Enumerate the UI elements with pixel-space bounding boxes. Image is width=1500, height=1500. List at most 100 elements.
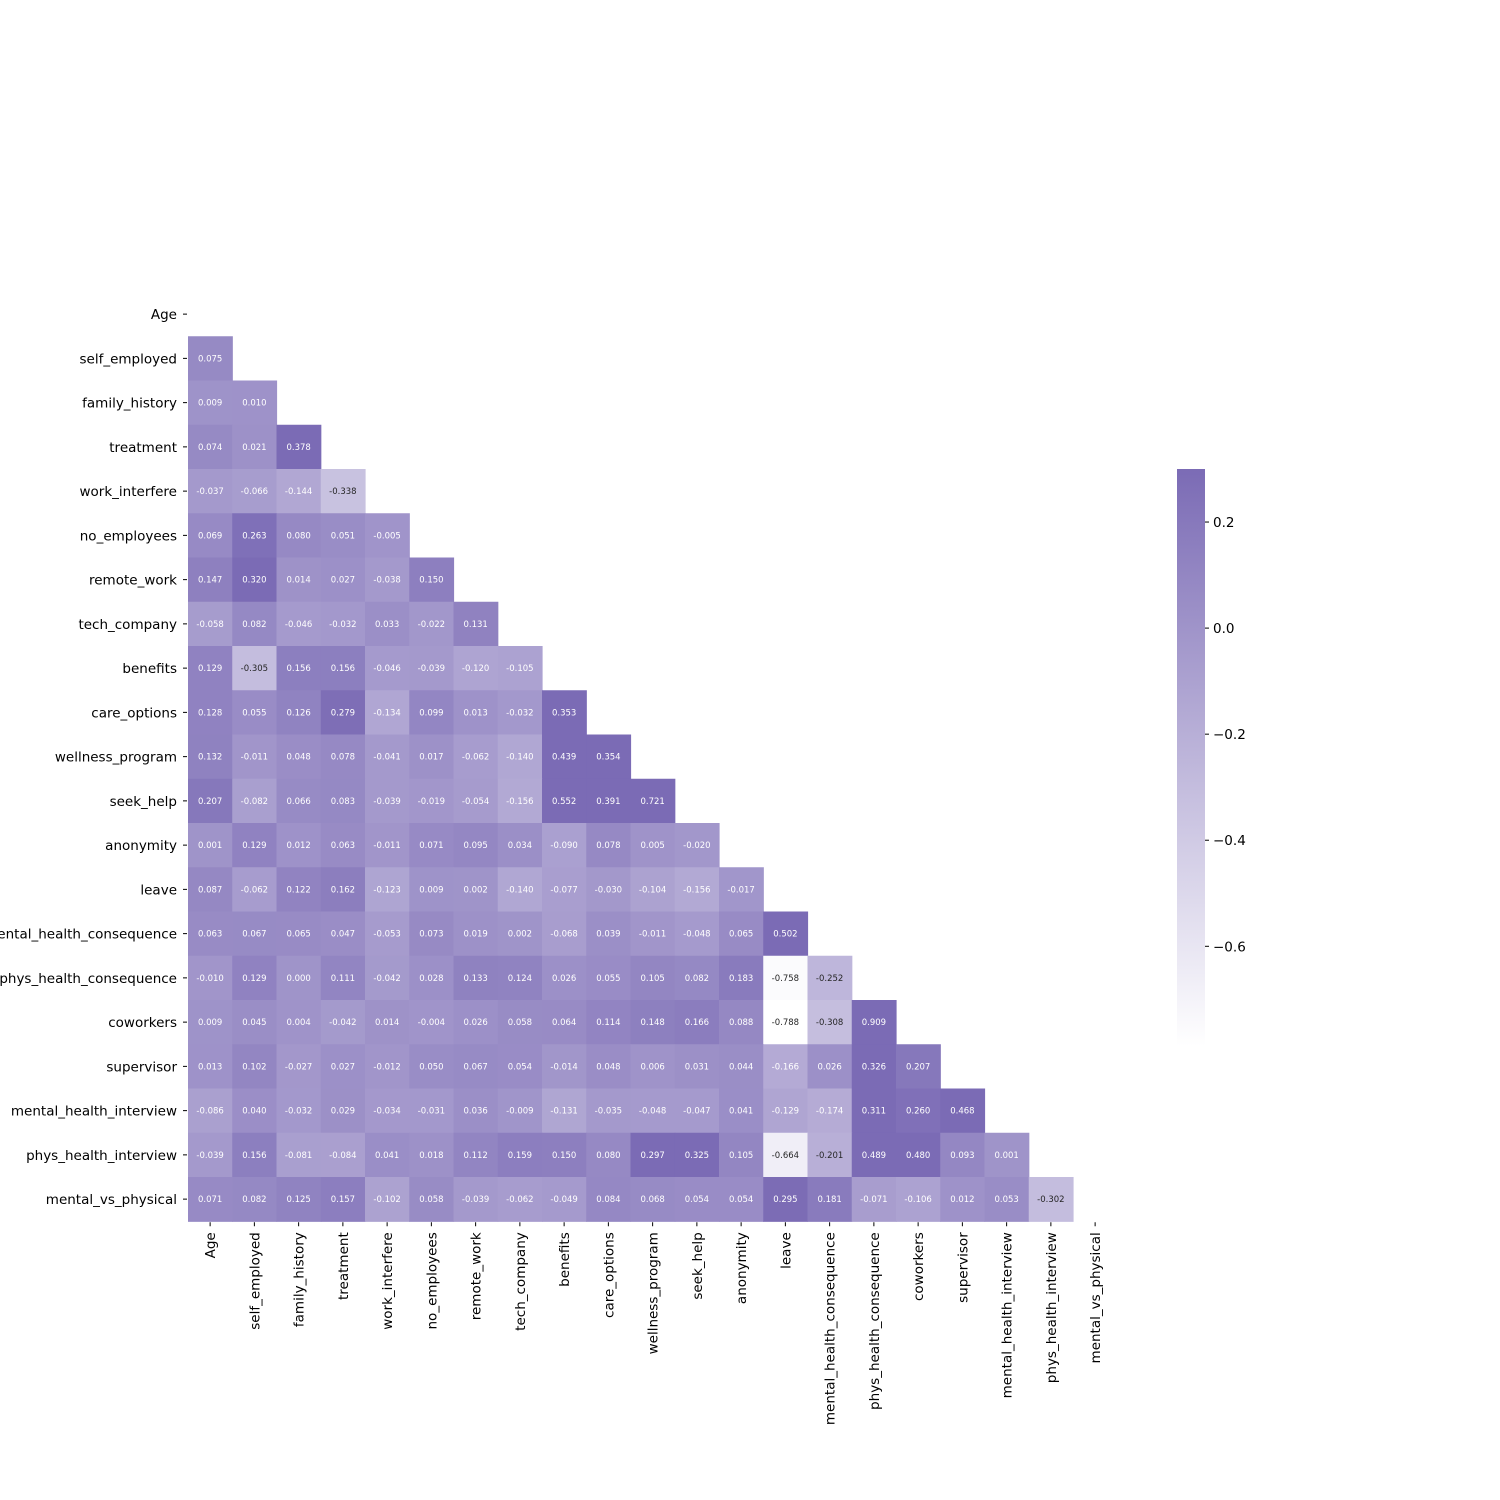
cell-value-label: -0.120 — [462, 664, 489, 674]
cell-value-label: 0.048 — [286, 753, 310, 763]
heatmap-cell — [630, 1044, 676, 1090]
cell-value-label: 0.183 — [729, 974, 753, 984]
x-tick-label: leave — [778, 1232, 794, 1269]
cell-value-label: 0.124 — [508, 974, 532, 984]
cell-value-label: -0.049 — [550, 1195, 577, 1205]
cell-value-label: 0.378 — [286, 443, 310, 453]
cell-value-label: -0.252 — [816, 974, 843, 984]
cell-value-label: 0.354 — [596, 753, 620, 763]
cell-value-label: 0.067 — [463, 1062, 487, 1072]
cell-value-label: -0.004 — [418, 1018, 445, 1028]
cell-value-label: -0.009 — [506, 1107, 533, 1117]
heatmap-cell — [807, 1132, 853, 1178]
heatmap-cell — [365, 1088, 410, 1134]
cell-value-label: 0.026 — [463, 1018, 487, 1028]
cell-value-label: -0.058 — [196, 620, 223, 630]
cell-value-label: 0.034 — [508, 841, 532, 851]
cell-value-label: 0.297 — [640, 1151, 664, 1161]
x-tick-label: mental_health_interview — [1000, 1232, 1016, 1398]
cell-value-label: -0.053 — [373, 930, 400, 940]
heatmap-cell — [586, 1132, 632, 1178]
y-tick-label: supervisor — [106, 1059, 177, 1075]
heatmap-cell — [763, 1177, 809, 1222]
y-tick-label: self_employed — [80, 351, 178, 367]
heatmap-cell — [276, 1088, 322, 1134]
heatmap-cell — [453, 1177, 499, 1222]
heatmap-cell — [232, 646, 278, 691]
cell-value-label: -0.305 — [241, 664, 268, 674]
cell-value-label: 0.105 — [640, 974, 664, 984]
x-tick-label: phys_health_consequence — [867, 1232, 883, 1410]
heatmap-cell — [542, 1044, 587, 1090]
cell-value-label: 0.082 — [242, 1195, 266, 1205]
cell-value-label: -0.156 — [683, 885, 710, 895]
heatmap-cell — [232, 1088, 278, 1134]
cell-value-label: 0.021 — [242, 443, 266, 453]
heatmap-cell — [497, 646, 543, 691]
y-tick-label: Age — [151, 307, 177, 323]
cell-value-label: 0.051 — [331, 531, 355, 541]
cell-value-label: 0.019 — [463, 930, 487, 940]
heatmap-cell — [276, 1000, 322, 1045]
y-tick-label: mental_health_consequence — [0, 927, 177, 943]
cell-value-label: 0.048 — [596, 1062, 620, 1072]
cell-value-label: 0.909 — [862, 1018, 886, 1028]
heatmap-cell — [188, 1177, 233, 1222]
cell-value-label: -0.105 — [506, 664, 533, 674]
cell-value-label: 0.133 — [463, 974, 487, 984]
cell-value-label: -0.140 — [506, 885, 533, 895]
heatmap-cell — [365, 778, 410, 824]
cell-value-label: 0.156 — [286, 664, 310, 674]
heatmap-cell — [542, 1000, 587, 1045]
cell-value-label: 0.162 — [331, 885, 355, 895]
heatmap-cells — [188, 336, 1074, 1222]
heatmap-cell — [409, 1132, 455, 1178]
heatmap-cell — [851, 1088, 897, 1134]
heatmap-cell — [276, 734, 322, 780]
heatmap-cell — [763, 1044, 809, 1090]
cell-value-label: 0.260 — [906, 1107, 930, 1117]
heatmap-cell — [188, 557, 233, 603]
cell-value-label: -0.019 — [418, 797, 445, 807]
heatmap-cell — [320, 469, 366, 514]
cell-value-label: -0.338 — [329, 487, 356, 497]
heatmap-cell — [674, 955, 720, 1001]
x-tick-label: no_employees — [424, 1232, 440, 1329]
y-tick-label: phys_health_consequence — [0, 971, 177, 987]
heatmap-cell — [542, 1132, 587, 1178]
cell-value-label: 0.148 — [640, 1018, 664, 1028]
cell-value-label: 0.552 — [552, 797, 576, 807]
cell-value-label: 0.082 — [685, 974, 709, 984]
heatmap-cell — [365, 513, 410, 559]
cell-value-label: 0.102 — [242, 1062, 266, 1072]
y-tick-label: wellness_program — [55, 750, 177, 766]
heatmap-cell — [320, 690, 366, 736]
cell-value-label: -0.032 — [506, 708, 533, 718]
heatmap-cell — [188, 336, 233, 382]
heatmap-cell — [453, 690, 499, 736]
heatmap-cell — [232, 778, 278, 824]
heatmap-cell — [188, 911, 233, 957]
cell-value-label: 0.129 — [242, 974, 266, 984]
x-axis: Age self_employed family_history treatment w… — [203, 1222, 1104, 1425]
heatmap-cell — [586, 955, 632, 1001]
heatmap-cell — [807, 1044, 853, 1090]
heatmap-cell — [232, 513, 278, 559]
heatmap-cell — [453, 601, 499, 647]
cell-value-label: 0.040 — [242, 1107, 266, 1117]
cell-value-label: 0.073 — [419, 930, 443, 940]
cell-value-label: 0.112 — [463, 1151, 487, 1161]
cell-value-label: 0.069 — [198, 531, 222, 541]
cell-value-label: 0.054 — [685, 1195, 709, 1205]
heatmap-cell — [320, 823, 366, 868]
y-tick-label: benefits — [122, 661, 177, 677]
heatmap-cell — [497, 1177, 543, 1222]
colorbar-tick-label: −0.6 — [1213, 939, 1246, 955]
cell-value-label: -0.104 — [639, 885, 666, 895]
heatmap-cell — [365, 601, 410, 647]
heatmap-cell — [453, 867, 499, 913]
cell-value-label: -0.077 — [550, 885, 577, 895]
colorbar-tick-label: 0.2 — [1213, 515, 1234, 531]
heatmap-cell — [807, 1088, 853, 1134]
